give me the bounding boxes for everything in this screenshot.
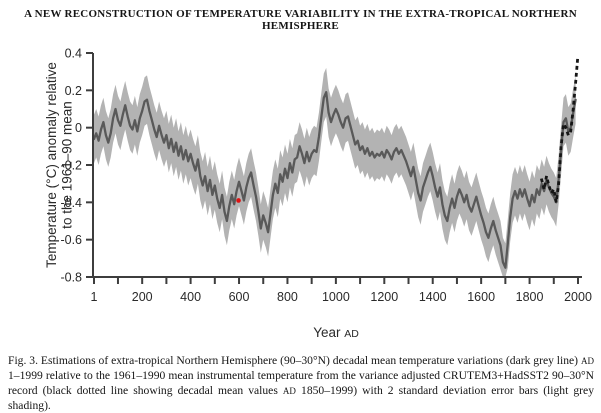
y-tick-label: 0 (75, 121, 82, 135)
x-tick-label: 1200 (370, 290, 398, 304)
uncertainty-band (94, 67, 576, 278)
caption-smallcaps-ad: AD (282, 386, 296, 397)
caption-text: Fig. 3. Estimations of extra-tropical No… (8, 354, 581, 367)
caption-text: 1–1999 relative to the 1961–1990 mean in… (8, 369, 594, 398)
y-tick-label: -0.2 (60, 159, 82, 173)
x-axis-title: Year AD (313, 325, 359, 340)
x-tick-label: 800 (277, 290, 298, 304)
y-tick-label: -0.4 (60, 196, 82, 210)
x-tick-label: 1800 (516, 290, 544, 304)
figure-caption: Fig. 3. Estimations of extra-tropical No… (8, 353, 594, 413)
y-tick-label: -0.8 (60, 271, 82, 285)
y-tick-label: 0.4 (65, 47, 82, 61)
instrumental-line (539, 55, 580, 203)
x-tick-label: 1000 (322, 290, 350, 304)
y-tick-label: -0.6 (60, 233, 82, 247)
y-axis-title-line: Temperature (°C) anomaly relative (44, 62, 59, 268)
paper-running-head: A NEW RECONSTRUCTION OF TEMPERATURE VARI… (24, 8, 577, 32)
x-tick-label: 2000 (564, 290, 592, 304)
x-tick-label: 400 (180, 290, 201, 304)
chart-svg: 0.40.20-0.2-0.4-0.6-0.81 200 400 600 800 1000… (44, 47, 592, 341)
caption-smallcaps-ad: AD (580, 356, 594, 366)
x-tick-label: 200 (132, 290, 153, 304)
y-tick-label: 0.2 (65, 84, 82, 98)
x-tick-label: 1 (91, 290, 98, 304)
figure-chart: 0.4 0.2 0 -0.2 -0.4 -0.6 -0.8 1 200 400 600 800 1000… (44, 47, 592, 341)
x-tick-label: 600 (229, 290, 250, 304)
red-marker-dot (236, 198, 241, 203)
y-axis-title-line: to the 1961–90 mean (60, 101, 75, 229)
x-tick-label: 1600 (467, 290, 495, 304)
x-tick-label: 1400 (419, 290, 447, 304)
reconstruction-line (92, 91, 577, 269)
